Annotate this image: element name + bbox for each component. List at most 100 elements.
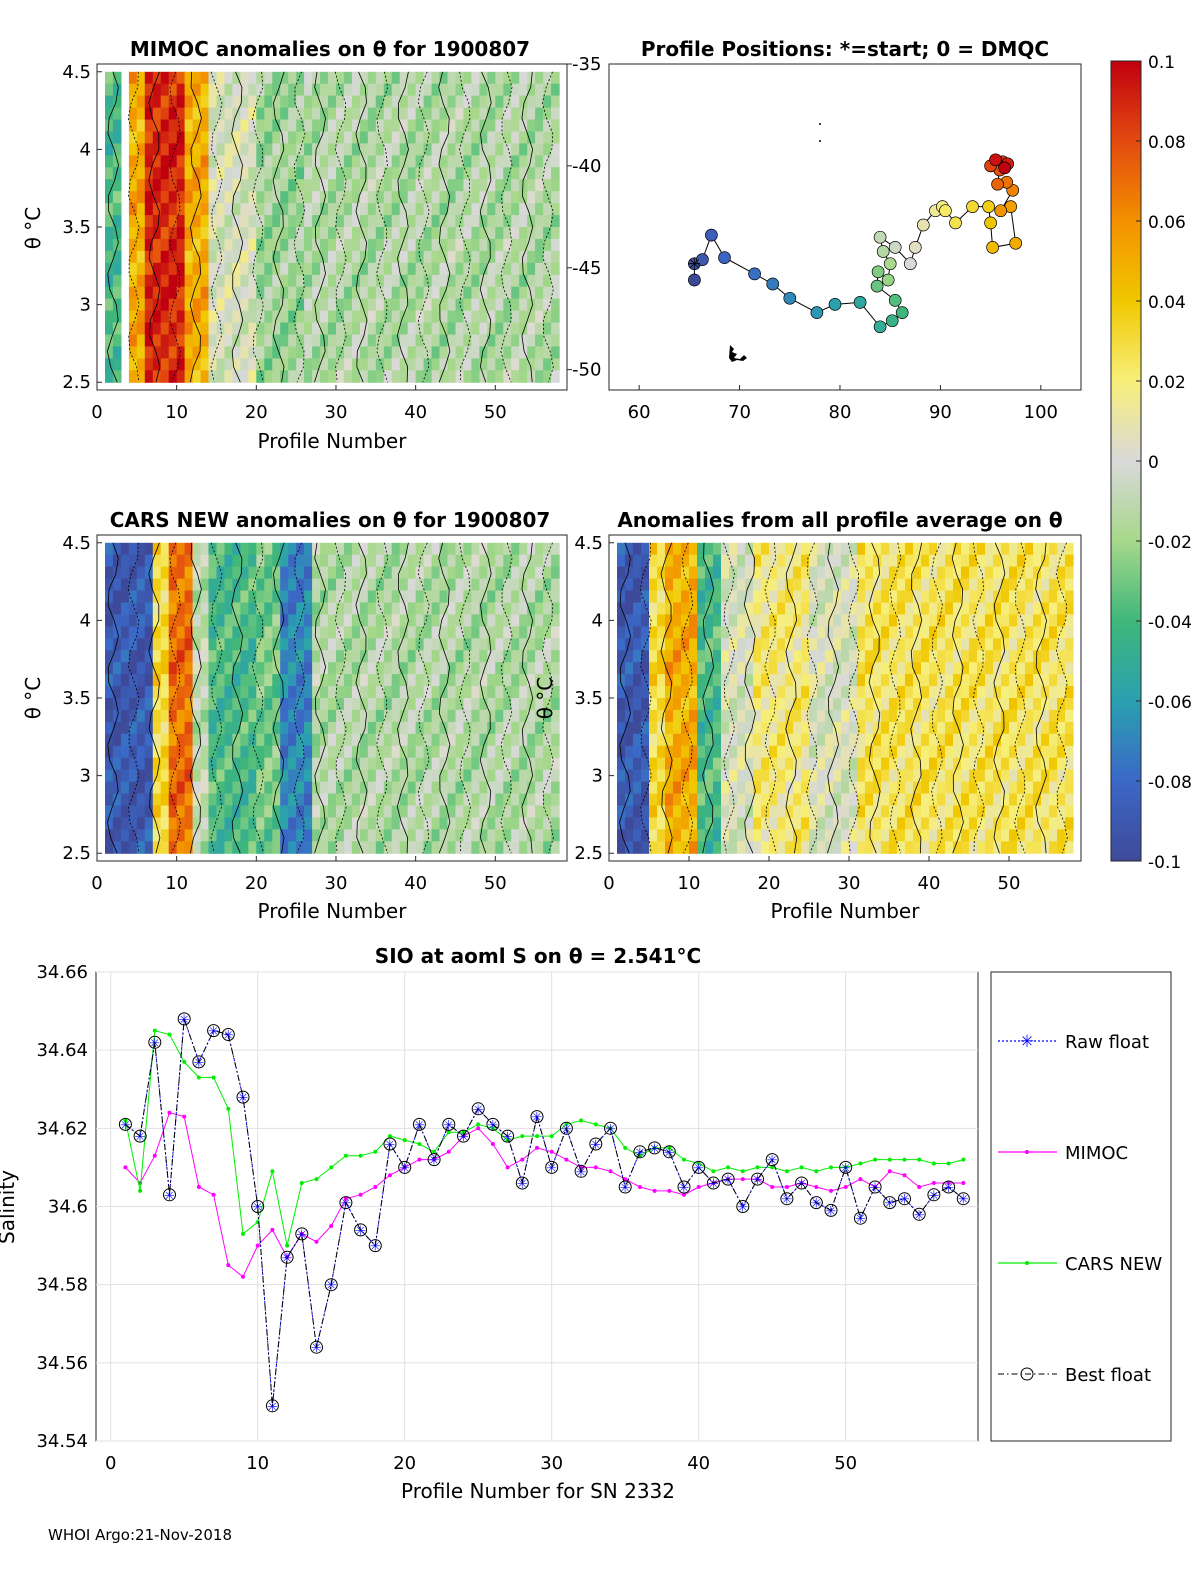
heat-cell bbox=[487, 167, 496, 180]
heat-cell bbox=[288, 733, 297, 747]
x-tick-label: 30 bbox=[540, 1453, 563, 1474]
series-point bbox=[770, 1185, 775, 1189]
heat-cell bbox=[328, 83, 337, 97]
heat-cell bbox=[343, 650, 353, 663]
heat-cell bbox=[455, 215, 465, 228]
heat-cell bbox=[136, 757, 146, 771]
heat-cell bbox=[455, 805, 465, 818]
heat-cell bbox=[152, 95, 162, 109]
heat-cell bbox=[136, 179, 146, 192]
heat-cell bbox=[367, 817, 377, 830]
heat-cell bbox=[224, 721, 234, 735]
heat-cell bbox=[224, 841, 234, 854]
heat-cell bbox=[351, 662, 361, 675]
heat-cell bbox=[359, 817, 369, 830]
heat-cell bbox=[375, 757, 385, 771]
heat-cell bbox=[288, 262, 297, 276]
heat-cell bbox=[208, 781, 218, 795]
series-point: ✳ bbox=[385, 1138, 396, 1153]
heat-cell bbox=[232, 829, 241, 842]
heat-cell bbox=[415, 674, 425, 687]
heat-cell bbox=[785, 781, 794, 795]
heat-cell bbox=[256, 769, 265, 783]
heat-cell bbox=[985, 709, 994, 723]
heat-cell bbox=[200, 781, 210, 795]
heat-cell bbox=[383, 602, 393, 615]
heat-cell bbox=[375, 227, 385, 240]
heat-cell bbox=[256, 650, 265, 663]
heat-cell bbox=[264, 334, 273, 347]
profile-point bbox=[998, 161, 1012, 175]
heat-cell bbox=[256, 167, 265, 180]
heat-cell bbox=[761, 733, 770, 747]
heat-cell bbox=[905, 674, 914, 687]
heat-cell bbox=[479, 274, 488, 288]
heat-cell bbox=[977, 614, 986, 627]
heat-cell bbox=[793, 566, 802, 580]
heat-cell bbox=[487, 143, 496, 156]
heat-cell bbox=[857, 721, 866, 735]
heat-cell bbox=[184, 250, 194, 264]
heat-cell bbox=[391, 554, 401, 568]
heat-cell bbox=[761, 829, 770, 842]
heat-cell bbox=[152, 674, 162, 687]
heat-cell bbox=[224, 310, 234, 324]
heat-cell bbox=[977, 686, 986, 699]
heat-cell bbox=[383, 578, 393, 592]
heat-cell bbox=[439, 829, 449, 842]
heat-cell bbox=[889, 841, 898, 854]
heat-cell bbox=[625, 769, 634, 783]
heat-cell bbox=[375, 370, 385, 383]
heat-cell bbox=[391, 841, 401, 854]
heat-cell bbox=[463, 554, 472, 568]
heat-cell bbox=[881, 626, 890, 639]
series-point bbox=[505, 1165, 510, 1170]
heat-cell bbox=[785, 650, 794, 663]
heat-cell bbox=[447, 334, 457, 347]
heat-cell bbox=[136, 542, 146, 556]
heat-cell bbox=[128, 370, 138, 383]
series-point bbox=[623, 1177, 628, 1182]
heat-cell bbox=[208, 769, 218, 783]
heat-cell bbox=[1009, 614, 1018, 627]
heat-cell bbox=[1033, 841, 1042, 854]
series-point bbox=[417, 1142, 422, 1146]
heat-cell bbox=[312, 698, 321, 711]
series-point bbox=[736, 1200, 750, 1213]
heat-cell bbox=[471, 179, 480, 192]
series-point: ✳ bbox=[414, 1118, 425, 1133]
heat-cell bbox=[487, 83, 496, 97]
heat-cell bbox=[264, 721, 273, 735]
heat-cell bbox=[945, 590, 954, 603]
series-point bbox=[593, 1122, 598, 1127]
heat-cell bbox=[1049, 650, 1058, 663]
heat-cell bbox=[423, 566, 433, 580]
heat-cell bbox=[1033, 817, 1042, 830]
heat-cell bbox=[953, 841, 962, 854]
heat-cell bbox=[929, 602, 938, 615]
heat-cell bbox=[248, 298, 257, 312]
heat-cell bbox=[889, 757, 898, 771]
heat-cell bbox=[120, 590, 130, 603]
heat-cell bbox=[431, 638, 441, 651]
heat-cell bbox=[535, 781, 544, 795]
heat-cell bbox=[152, 191, 162, 204]
heat-cell bbox=[905, 614, 914, 627]
heat-cell bbox=[511, 566, 520, 580]
heat-cell bbox=[487, 274, 496, 288]
heat-cell bbox=[897, 650, 906, 663]
heat-cell bbox=[423, 274, 433, 288]
heat-cell bbox=[240, 590, 249, 603]
heat-cell bbox=[737, 841, 746, 854]
heat-cell bbox=[232, 179, 241, 192]
heat-cell bbox=[431, 721, 441, 735]
heat-cell bbox=[144, 769, 154, 783]
heat-cell bbox=[953, 638, 962, 651]
heat-cell bbox=[849, 638, 858, 651]
heat-cell bbox=[1017, 566, 1026, 580]
heat-cell bbox=[551, 817, 560, 830]
heat-cell bbox=[184, 614, 194, 627]
heat-cell bbox=[849, 626, 858, 639]
heat-cell bbox=[841, 698, 850, 711]
